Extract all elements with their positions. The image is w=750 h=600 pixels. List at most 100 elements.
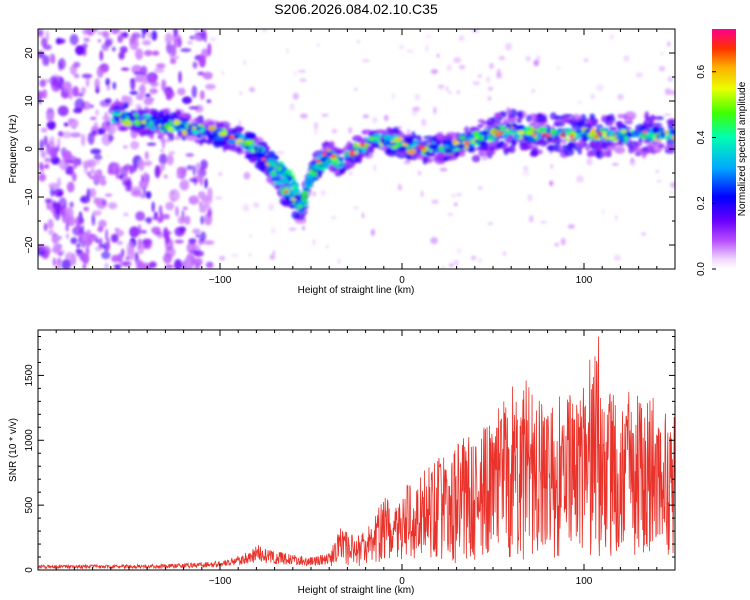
spectrogram-blob	[101, 199, 107, 206]
spectrogram-blob	[107, 124, 117, 135]
spectrogram-blob	[98, 237, 103, 248]
spectrogram-blob	[139, 230, 147, 234]
spectrogram-blob	[571, 113, 581, 122]
spectrogram-blob	[528, 122, 536, 128]
spectrogram-blob	[380, 138, 385, 144]
colorbar-tick-label: 0.4	[696, 130, 707, 144]
colorbar-tick-label: 0.0	[696, 262, 707, 276]
spectrogram-blob	[130, 77, 136, 91]
spectrogram-blob	[242, 203, 250, 212]
spectrogram-blob	[494, 133, 500, 137]
spectrogram-blob	[113, 105, 120, 110]
spectrogram-blob	[258, 147, 262, 154]
spectrogram-blob	[434, 148, 439, 154]
spectrogram-blob	[477, 258, 483, 263]
spectrogram-blob	[646, 132, 656, 140]
spectrogram-blob	[207, 133, 218, 139]
spectrogram-blob	[40, 127, 48, 133]
spectrogram-blob	[609, 34, 614, 40]
spectrogram-blob	[131, 32, 141, 39]
spectrogram-blob	[616, 134, 625, 140]
spectrogram-blob	[38, 173, 47, 182]
spectrogram-blob	[663, 146, 670, 150]
spectrogram-blob	[123, 212, 129, 217]
spectrogram-blob	[406, 49, 415, 53]
spectrogram-blob	[435, 152, 446, 159]
spectrogram-blob	[326, 245, 329, 249]
colorbar-tick-label: 0.6	[696, 64, 707, 78]
spectrogram-blob	[249, 155, 257, 164]
spectrogram-blob	[481, 155, 488, 161]
spectrogram-blob	[481, 130, 489, 136]
spectrogram-blob	[106, 85, 111, 91]
spectrogram-blob	[177, 113, 188, 118]
spectrogram-blob	[541, 132, 547, 136]
spectrogram-blob	[65, 222, 69, 232]
spectrogram-blob	[542, 128, 546, 132]
spectrogram-blob	[546, 144, 559, 152]
spectrogram-blob	[170, 57, 177, 65]
spectrogram-blob	[406, 149, 417, 155]
spectrogram-blob	[412, 109, 418, 117]
spectrogram-blob	[617, 113, 626, 119]
spectrogram-blob	[549, 129, 554, 133]
spectrogram-blob	[422, 156, 428, 165]
spectrogram-blob	[137, 242, 145, 255]
spectrogram-blob	[193, 250, 204, 257]
spectrogram-blob	[45, 143, 51, 156]
spectrogram-blob	[556, 66, 561, 70]
spectrogram-blob	[349, 153, 355, 156]
spectrogram-blob	[149, 88, 158, 94]
spectrogram-blob	[425, 34, 432, 39]
spectrogram-blob	[490, 140, 500, 144]
spectrogram-blob	[502, 118, 511, 123]
spectrogram-blob	[403, 160, 412, 164]
spectrogram-blob	[121, 31, 129, 39]
spectrogram-blob	[46, 120, 56, 130]
spectrogram-blob	[198, 201, 203, 208]
spectrogram-blob	[192, 165, 196, 176]
spectrogram-blob	[229, 135, 234, 139]
spectrogram-blob	[525, 56, 531, 62]
spectrogram-blob	[129, 165, 134, 175]
spectrogram-blob	[191, 85, 197, 98]
spectrogram-blob	[177, 216, 185, 225]
spectrogram-blob	[146, 142, 157, 146]
spectrogram-blob	[144, 50, 153, 57]
spectrogram-blob	[531, 133, 537, 137]
spectrogram-blob	[607, 119, 613, 125]
spectrogram-blob	[655, 169, 659, 173]
snr-xtick-label: 100	[576, 576, 593, 587]
spectrogram-blob	[669, 129, 675, 135]
spectrogram-blob	[508, 144, 516, 154]
spectrogram-blob	[151, 216, 159, 220]
spectrogram-blob	[72, 225, 83, 236]
spectrogram-blob	[174, 259, 183, 269]
spectrogram-blob	[611, 163, 619, 166]
spectrogram-blob	[403, 138, 413, 145]
spectrogram-blob	[90, 168, 95, 174]
spectrogram-blob	[135, 211, 146, 222]
spectrogram-blob	[125, 116, 130, 121]
spectrogram-blob	[645, 144, 654, 153]
spectrogram-blob	[604, 127, 609, 134]
spectrogram-blob	[424, 151, 432, 155]
spectrogram-blob	[285, 178, 289, 185]
spectrogram-blob	[159, 153, 168, 166]
spectrogram-blob	[221, 70, 224, 75]
spectrogram-blob	[613, 254, 622, 261]
spectrogram-blob	[143, 98, 153, 106]
snr-ylabel: SNR (10 * v/v)	[8, 418, 19, 482]
spectrogram-blob	[284, 169, 293, 175]
spectrogram-blob	[272, 250, 275, 255]
spectrogram-blob	[80, 86, 87, 95]
spectrogram-blob	[325, 148, 331, 152]
spectrogram-blob	[502, 133, 508, 139]
spectrogram-blob	[466, 137, 474, 141]
spectrogram-blob	[139, 83, 146, 96]
spectrogram-blob	[239, 91, 243, 96]
spectrogram-blob	[86, 188, 91, 200]
spectrogram-blob	[58, 197, 67, 211]
spectrogram-blob	[633, 131, 640, 138]
